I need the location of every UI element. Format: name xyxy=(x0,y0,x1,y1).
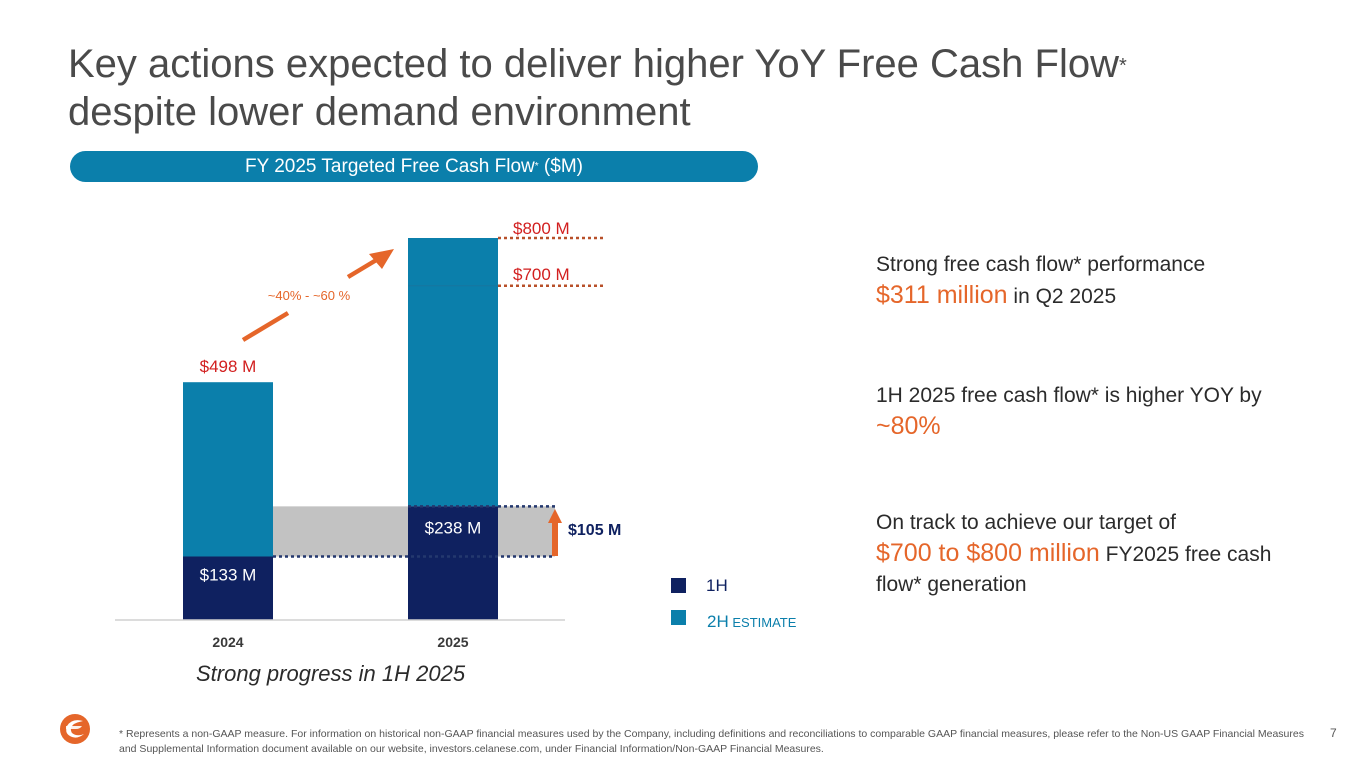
page-title: Key actions expected to deliver higher Y… xyxy=(68,40,1268,136)
chart-title-mark: * xyxy=(534,161,539,172)
highlight-1h-accent: ~80% xyxy=(876,412,941,440)
legend-label-2h-suffix: ESTIMATE xyxy=(729,615,797,630)
progress-caption: Strong progress in 1H 2025 xyxy=(196,661,466,686)
x-tick-2025: 2025 xyxy=(437,634,468,650)
highlight-target-accent: $700 to $800 million xyxy=(876,539,1100,567)
highlight-q2-lead: Strong free cash flow* performance xyxy=(876,253,1206,276)
legend-swatch-2h xyxy=(671,610,686,625)
bar-2h-2025 xyxy=(408,238,498,507)
x-tick-2024: 2024 xyxy=(212,634,243,650)
highlight-q2-accent: $311 million xyxy=(876,281,1008,309)
increase-arrow-shaft xyxy=(552,521,558,556)
legend-label-2h-prefix: 2H xyxy=(707,612,729,631)
highlight-1h-yoy: 1H 2025 free cash flow* is higher YOY by… xyxy=(876,381,1316,443)
bar-1h-2024 xyxy=(183,556,273,620)
page-number: 7 xyxy=(1330,726,1337,740)
growth-label: ~40% - ~60 % xyxy=(268,288,351,303)
chart-title-unit: ($M) xyxy=(538,156,583,177)
highlight-q2: Strong free cash flow* performance $311 … xyxy=(876,250,1316,312)
highlight-target-tail: FY2025 free cash flow* generation xyxy=(876,543,1272,596)
legend-swatch-1h xyxy=(671,578,686,593)
legend-label-2h: 2H ESTIMATE xyxy=(707,612,797,631)
bar-2h-2024 xyxy=(183,382,273,557)
increase-label: $105 M xyxy=(568,522,621,539)
increase-arrowhead xyxy=(548,509,562,523)
highlight-q2-tail: in Q2 2025 xyxy=(1007,285,1117,308)
target-label-800: $800 M xyxy=(513,219,570,238)
footnote: * Represents a non-GAAP measure. For inf… xyxy=(119,728,1304,755)
segment-label-2025: $238 M xyxy=(425,518,482,537)
segment-label-2024: $133 M xyxy=(200,565,257,584)
total-label-2024: $498 M xyxy=(200,357,257,376)
growth-arrow-shaft xyxy=(346,257,380,279)
target-label-700: $700 M xyxy=(513,265,570,284)
bar-1h-2025 xyxy=(408,506,498,620)
growth-arrow-tail xyxy=(241,311,290,342)
highlight-target-lead: On track to achieve our target of xyxy=(876,511,1176,534)
chart-title-pill: FY 2025 Targeted Free Cash Flow* ($M) xyxy=(70,151,758,182)
title-footnote-mark: * xyxy=(1118,55,1127,77)
growth-arrowhead xyxy=(369,249,394,269)
highlight-target: On track to achieve our target of $700 t… xyxy=(876,508,1316,600)
legend-label-1h: 1H xyxy=(706,576,728,595)
celanese-logo-icon xyxy=(60,714,90,744)
title-line1: Key actions expected to deliver higher Y… xyxy=(68,42,1119,86)
chart-title-text: FY 2025 Targeted Free Cash Flow xyxy=(245,156,535,177)
highlight-1h-lead: 1H 2025 free cash flow* is higher YOY by xyxy=(876,384,1262,407)
title-line2: despite lower demand environment xyxy=(68,90,691,134)
